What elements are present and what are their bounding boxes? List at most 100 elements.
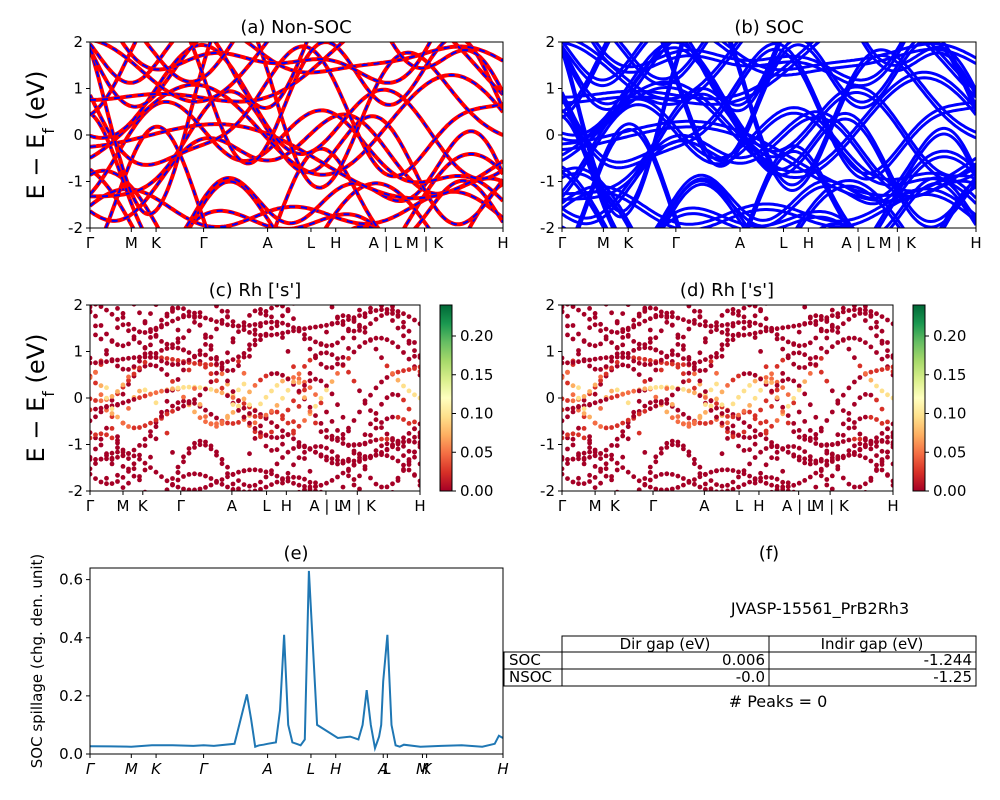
point-c-21-39 <box>302 252 307 257</box>
point-c-17-20 <box>197 361 203 367</box>
point-d-8-17 <box>653 367 659 373</box>
point-c-12-53 <box>379 425 384 430</box>
point-c-16-35 <box>280 330 285 336</box>
point-c-15-17 <box>181 347 186 353</box>
point-d-13-50 <box>835 400 841 406</box>
point-d-10-53 <box>852 450 857 455</box>
point-c-8-46 <box>340 414 346 420</box>
point-c-8-59 <box>412 449 417 455</box>
point-c-19-45 <box>335 340 340 346</box>
point-d-0-30 <box>725 547 730 552</box>
point-c-6-32 <box>263 474 269 480</box>
point-d-19-52 <box>847 267 852 272</box>
point-d-7-2 <box>570 479 576 485</box>
point-c-16-18 <box>187 292 192 297</box>
point-d-11-23 <box>686 378 692 384</box>
point-c-10-1 <box>93 406 98 412</box>
point-d-17-55 <box>863 318 868 323</box>
point-c-17-53 <box>379 305 384 309</box>
point-d-9-38 <box>769 388 774 394</box>
point-c-10-30 <box>252 408 258 414</box>
point-c-6-45 <box>335 461 340 467</box>
point-c-4-60 <box>417 478 420 484</box>
point-c-12-42 <box>318 350 324 356</box>
point-c-7-1 <box>93 476 98 481</box>
point-c-4-20 <box>197 486 203 491</box>
point-d-20-5 <box>587 316 592 322</box>
point-c-15-20 <box>197 402 203 407</box>
point-d-18-50 <box>835 325 841 331</box>
point-c-0-33 <box>269 548 274 553</box>
point-d-17-35 <box>752 313 758 319</box>
point-c-20-37 <box>291 249 296 254</box>
point-c-7-17 <box>181 398 186 404</box>
point-c-7-16 <box>175 400 181 406</box>
point-d-2-17 <box>653 474 659 479</box>
point-c-17-1 <box>93 360 98 366</box>
point-c-17-24 <box>219 360 225 366</box>
point-c-10-34 <box>274 424 280 430</box>
band-b-13-0 <box>562 42 976 176</box>
point-d-5-24 <box>692 531 697 536</box>
point-c-16-42 <box>318 323 324 329</box>
point-c-11-60 <box>417 372 420 378</box>
point-d-15-15 <box>642 309 648 314</box>
point-d-20-46 <box>813 284 818 289</box>
point-c-16-33 <box>269 332 274 338</box>
point-c-10-42 <box>318 452 324 458</box>
point-d-17-19 <box>664 361 670 366</box>
xtick-label-c-7: A | L <box>309 497 343 515</box>
point-d-10-50 <box>835 456 841 462</box>
point-d-19-20 <box>669 314 675 320</box>
point-c-2-8 <box>132 542 137 547</box>
point-c-20-22 <box>208 334 214 340</box>
point-d-8-30 <box>725 429 730 435</box>
point-c-6-28 <box>241 482 247 487</box>
point-d-1-8 <box>603 466 609 472</box>
point-d-15-33 <box>741 305 747 311</box>
point-c-21-18 <box>186 328 192 334</box>
point-c-10-60 <box>417 421 420 427</box>
point-d-8-2 <box>570 456 576 462</box>
point-d-15-5 <box>587 325 592 331</box>
point-c-8-9 <box>137 443 142 448</box>
point-c-0-2 <box>98 442 104 448</box>
point-d-18-36 <box>758 246 763 251</box>
point-d-5-7 <box>598 406 603 411</box>
point-d-8-37 <box>763 398 769 404</box>
point-c-21-12 <box>153 334 159 339</box>
xtick-label-d-8: M | K <box>811 497 850 515</box>
point-c-14-10 <box>142 467 148 473</box>
xtick-label-e-10: K <box>422 760 433 778</box>
point-d-14-28 <box>714 381 719 387</box>
point-c-17-16 <box>175 358 181 363</box>
band-a-13-1 <box>90 45 503 178</box>
point-d-5-19 <box>664 524 669 529</box>
point-d-1-23 <box>687 595 692 600</box>
point-c-12-48 <box>351 378 357 384</box>
point-c-18-31 <box>258 311 263 316</box>
band-a-10-1 <box>90 123 503 200</box>
point-c-10-24 <box>219 390 225 396</box>
point-c-18-48 <box>351 328 357 334</box>
point-c-19-15 <box>170 318 175 324</box>
point-c-9-43 <box>324 428 329 433</box>
point-c-0-0 <box>90 430 93 435</box>
point-c-19-41 <box>313 339 318 345</box>
point-d-16-43 <box>796 322 802 328</box>
point-d-4-9 <box>609 456 614 462</box>
point-c-11-48 <box>351 349 357 355</box>
point-c-15-5 <box>115 325 120 331</box>
point-c-15-54 <box>385 299 390 304</box>
point-d-13-12 <box>625 417 631 423</box>
point-d-4-16 <box>647 484 653 490</box>
point-c-13-28 <box>241 320 247 325</box>
point-d-5-14 <box>636 430 642 436</box>
point-c-21-5 <box>115 282 120 287</box>
point-d-19-19 <box>664 313 670 319</box>
point-c-5-25 <box>225 519 230 524</box>
point-c-20-17 <box>181 360 186 366</box>
point-d-14-12 <box>625 436 631 442</box>
point-d-21-0 <box>560 286 565 291</box>
point-c-2-60 <box>418 532 423 537</box>
